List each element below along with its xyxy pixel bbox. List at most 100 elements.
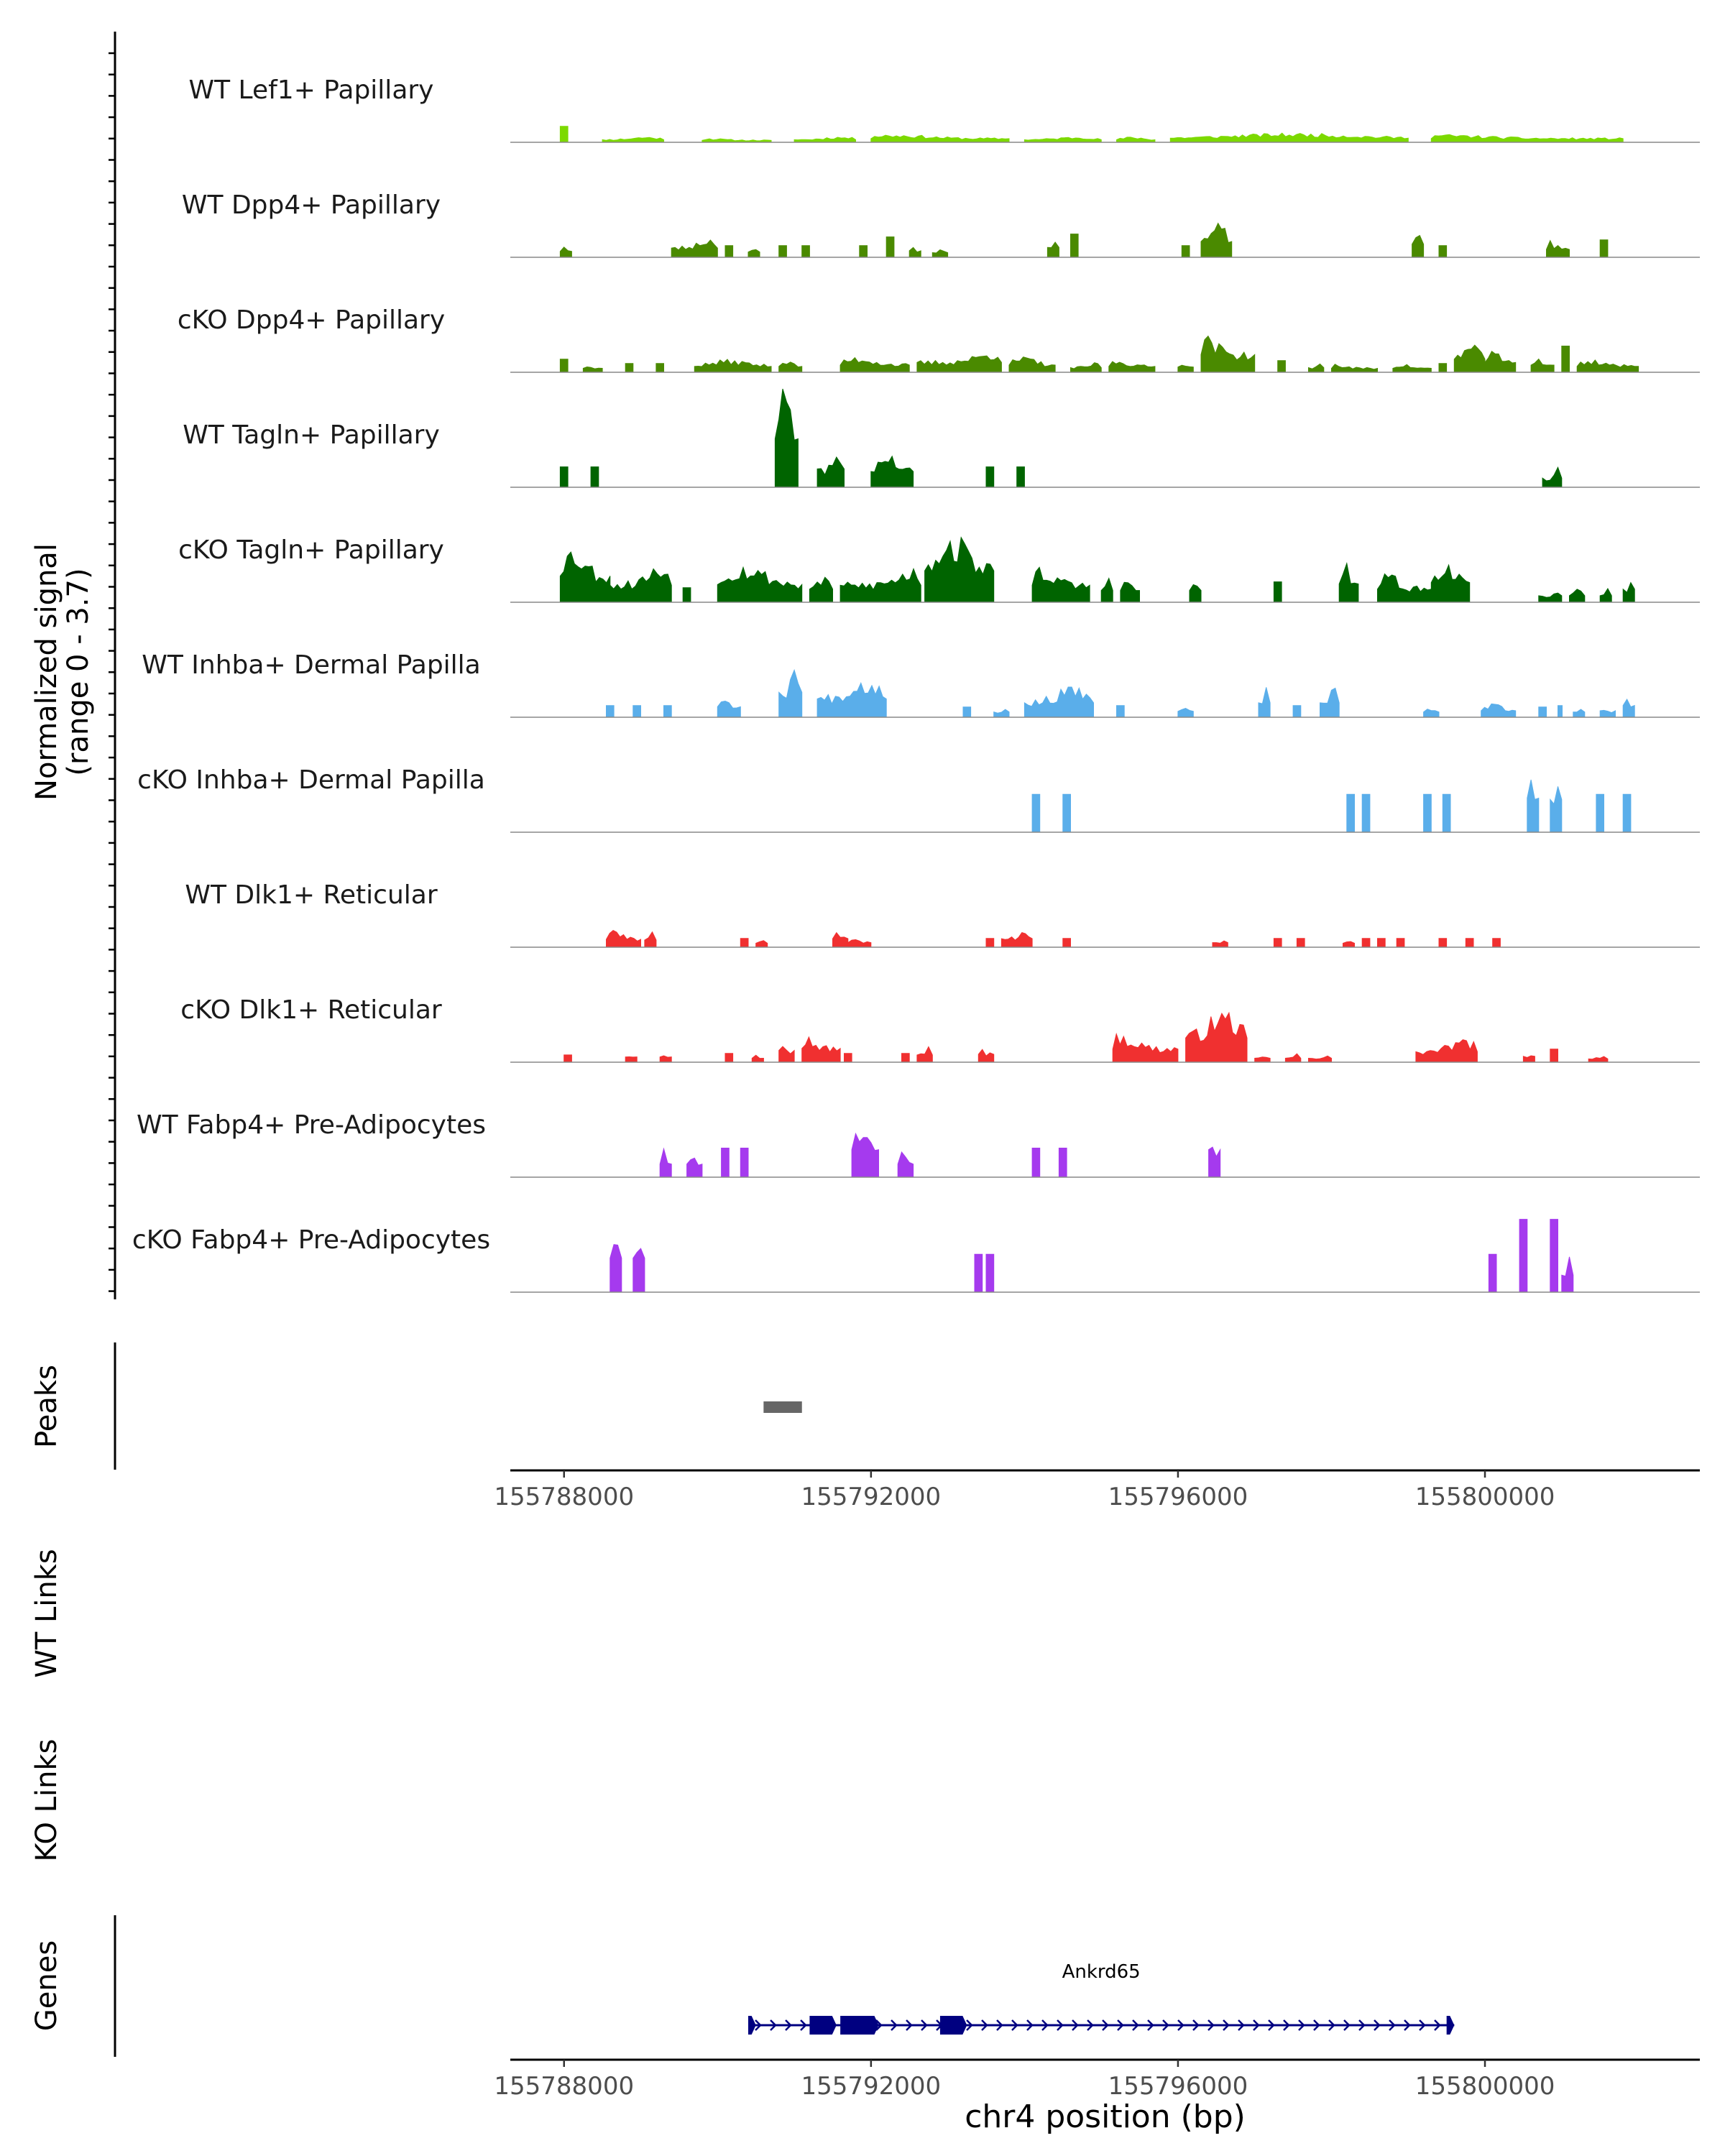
strand-arrow xyxy=(1374,2019,1381,2031)
coverage-peak xyxy=(1377,573,1432,603)
coverage-peak xyxy=(1177,708,1194,718)
track-9: WT Fabp4+ Pre-Adipocytes xyxy=(137,1110,1700,1178)
coverage-peak xyxy=(625,1056,638,1063)
coverage-peak xyxy=(1116,705,1125,718)
coverage-peak xyxy=(1031,566,1090,603)
coverage-peak xyxy=(1484,351,1517,373)
coverage-peak xyxy=(1430,134,1624,143)
coverage-peak xyxy=(886,236,895,258)
strand-arrow xyxy=(1192,2019,1200,2031)
coverage-peak xyxy=(1258,687,1271,718)
strand-arrow xyxy=(1283,2019,1290,2031)
track-label: WT Dpp4+ Papillary xyxy=(182,190,441,220)
strand-arrow xyxy=(1389,2019,1396,2031)
strand-arrow xyxy=(1132,2019,1139,2031)
peaks-panel: Peaks 155788000 155792000 155796000 15580000… xyxy=(30,1342,1700,1511)
coverage-peak xyxy=(1108,361,1156,373)
track-10: cKO Fabp4+ Pre-Adipocytes xyxy=(132,1219,1700,1293)
coverage-peak xyxy=(610,568,672,603)
coverage-peak xyxy=(1284,1053,1302,1063)
coverage-peak xyxy=(1181,245,1190,258)
track-label: WT Inhba+ Dermal Papilla xyxy=(142,650,480,680)
coverage-peak xyxy=(1550,786,1563,833)
coverage-peak xyxy=(870,455,914,488)
strand-arrow xyxy=(1434,2019,1441,2031)
coverage-peak xyxy=(1392,364,1432,373)
coverage-peak xyxy=(1277,360,1286,373)
coverage-peak xyxy=(1527,779,1540,833)
coverage-peak xyxy=(1396,938,1405,948)
strand-arrow xyxy=(1313,2019,1320,2031)
coverage-peak xyxy=(851,1132,879,1178)
track-label: WT Lef1+ Papillary xyxy=(189,75,434,105)
coverage-peak xyxy=(1320,687,1340,718)
coverage-peak xyxy=(1062,793,1071,833)
coverage-peak xyxy=(774,388,799,488)
coverage-peak xyxy=(602,137,664,143)
coverage-peak xyxy=(564,1054,572,1063)
coverage-peak xyxy=(993,709,1010,718)
coverage-peak xyxy=(901,1053,910,1063)
coverage-peak xyxy=(844,1053,852,1063)
strand-arrow xyxy=(1026,2019,1034,2031)
coverage-peak xyxy=(1599,588,1612,603)
coverage-peak xyxy=(632,705,641,718)
coverage-peak xyxy=(1438,363,1448,373)
coverage-peak xyxy=(1070,234,1079,258)
coverage-peak xyxy=(859,245,868,258)
coverage-peak xyxy=(1185,1011,1248,1063)
coverage-peak xyxy=(1558,705,1563,718)
coverage-peak xyxy=(755,940,768,948)
track-label: cKO Tagln+ Papillary xyxy=(178,535,444,565)
wt-links-label: WT Links xyxy=(30,1549,63,1677)
coverage-peak xyxy=(1254,1056,1271,1063)
track-label: WT Tagln+ Papillary xyxy=(183,420,440,450)
coverage-peak xyxy=(1588,1056,1609,1063)
strand-arrow xyxy=(1057,2019,1064,2031)
genes-x-tick-label: 155788000 xyxy=(494,2072,634,2101)
genes-x-tick-label: 155800000 xyxy=(1415,2072,1555,2101)
coverage-peak xyxy=(1116,137,1156,143)
coverage-peak xyxy=(663,705,672,718)
coverage-peak xyxy=(985,938,995,948)
track-3: WT Tagln+ Papillary xyxy=(183,388,1700,488)
coverage-peak xyxy=(1596,793,1604,833)
coverage-peak xyxy=(1522,1055,1535,1063)
strand-arrow xyxy=(785,2019,792,2031)
coverage-peak xyxy=(625,363,634,373)
coverage-peak xyxy=(1542,466,1563,488)
coverage-peak xyxy=(1346,793,1355,833)
coverage-peak xyxy=(717,700,741,718)
coverage-peak xyxy=(1430,563,1471,603)
coverage-peak xyxy=(1465,938,1474,948)
coverage-peak xyxy=(1481,703,1517,718)
coverage-peak xyxy=(1177,364,1194,373)
coverage-peak xyxy=(1169,132,1409,143)
strand-arrow xyxy=(966,2019,973,2031)
strand-arrow xyxy=(981,2019,988,2031)
track-label: WT Dlk1+ Reticular xyxy=(185,880,437,910)
coverage-peak xyxy=(1024,686,1094,718)
strand-arrow xyxy=(1298,2019,1305,2031)
coverage-peak xyxy=(610,1244,622,1293)
coverage-peak xyxy=(1550,1049,1558,1063)
strand-arrow xyxy=(1268,2019,1275,2031)
coverage-peak xyxy=(924,536,995,603)
strand-arrow xyxy=(921,2019,928,2031)
coverage-peak xyxy=(847,939,872,948)
coverage-peak xyxy=(1530,358,1555,373)
coverage-peak xyxy=(1550,1219,1558,1293)
gene-exon xyxy=(939,2016,967,2035)
coverage-peak xyxy=(916,355,1002,373)
coverage-peak xyxy=(1438,245,1448,258)
coverage-peak xyxy=(1599,709,1616,718)
coverage-peak xyxy=(751,1054,764,1063)
strand-arrow xyxy=(891,2019,898,2031)
coverage-peak xyxy=(1622,581,1635,603)
strand-arrow xyxy=(1147,2019,1154,2031)
coverage-peak xyxy=(1200,335,1256,373)
links-panel: WT Links KO Links xyxy=(30,1549,63,1861)
coverage-peak xyxy=(1453,344,1486,373)
coverage-peak xyxy=(1120,581,1140,603)
